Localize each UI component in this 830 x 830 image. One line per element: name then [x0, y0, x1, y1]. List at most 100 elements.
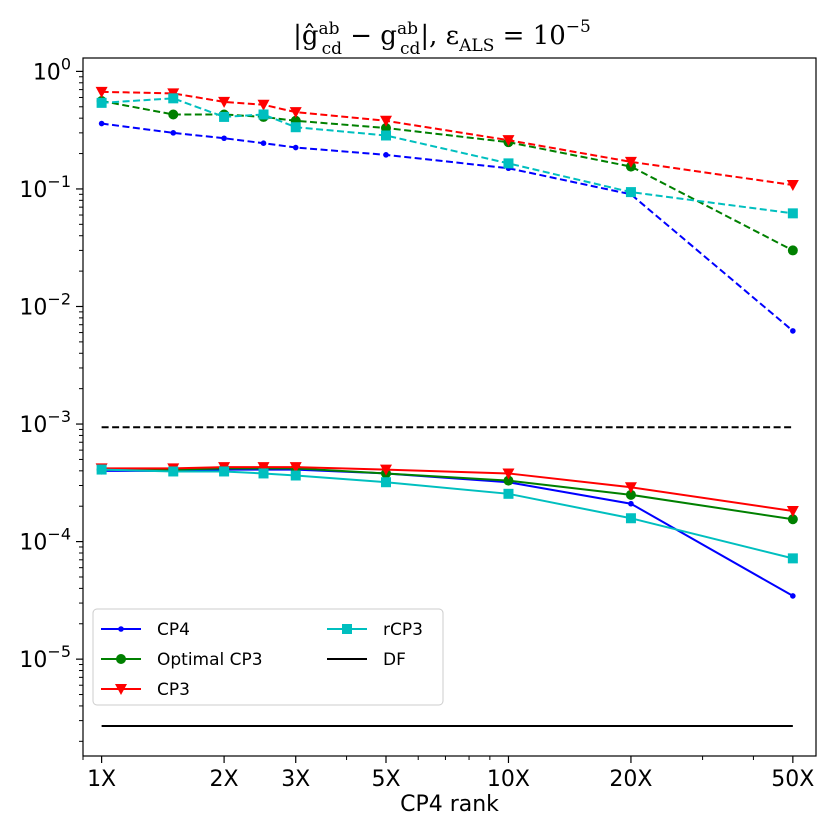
legend-box	[92, 608, 444, 706]
x-tick-label: 1X	[87, 767, 116, 792]
data-point	[624, 482, 637, 494]
data-point	[260, 140, 267, 146]
data-point	[502, 135, 515, 147]
data-point	[628, 500, 634, 507]
x-tick-label: 2X	[210, 767, 239, 792]
legend-label: rCP3	[383, 620, 423, 640]
data-point	[290, 122, 301, 133]
x-tick-label: 50X	[771, 767, 814, 792]
data-point	[625, 187, 636, 198]
axes-frame	[82, 57, 817, 757]
data-point	[257, 99, 270, 111]
y-tick-exponent: −4	[47, 525, 71, 544]
y-tick-label: 10−5	[19, 642, 71, 673]
y-tick-exponent: −1	[47, 172, 71, 191]
data-point	[170, 130, 177, 136]
legend-entry: CP3	[101, 680, 190, 700]
y-tick-exponent: −5	[47, 642, 71, 661]
data-point	[380, 477, 391, 488]
y-tick-label: 10−3	[19, 407, 71, 438]
title-eps-sub: ALS	[458, 36, 494, 56]
legend-label: CP3	[157, 680, 190, 700]
legend: CP4 Optimal CP3 CP3 rCP3 DF	[92, 608, 444, 706]
y-tick-label: 10−4	[19, 525, 71, 556]
legend-label: DF	[383, 650, 406, 670]
data-point	[787, 514, 798, 525]
series-line	[101, 90, 793, 187]
y-tick-label: 10−2	[19, 289, 71, 320]
data-point	[379, 464, 392, 476]
legend-entry: DF	[327, 650, 406, 670]
data-point	[219, 111, 230, 122]
x-tick-label: 5X	[371, 767, 400, 792]
series-line	[101, 122, 794, 332]
legend-entry: rCP3	[327, 620, 423, 640]
series-line	[101, 468, 794, 560]
plot-area	[95, 86, 799, 727]
title-eps: |, ε	[420, 21, 459, 51]
title-minus: − g	[342, 21, 397, 51]
legend-label: Optimal CP3	[157, 650, 263, 670]
data-point	[218, 96, 231, 108]
y-tick-exponent: −2	[47, 289, 71, 308]
title-g-hat: |ĝ	[293, 21, 318, 51]
title-sup-1: ab	[319, 19, 340, 39]
legend-entry: CP4	[101, 620, 190, 640]
series-rcp3-upper	[96, 93, 798, 219]
data-point	[379, 115, 392, 127]
data-point	[380, 130, 391, 141]
legend-marker	[118, 626, 124, 632]
data-point	[98, 120, 105, 127]
y-tick-base: 10	[19, 531, 47, 556]
y-tick-base: 10	[33, 60, 61, 85]
data-point	[502, 468, 515, 480]
data-point	[96, 464, 107, 475]
legend-label: CP4	[157, 620, 190, 640]
legend-marker	[115, 684, 127, 695]
y-tick-base: 10	[19, 413, 47, 438]
data-point	[289, 107, 302, 119]
data-point	[258, 468, 269, 479]
data-point	[219, 466, 230, 477]
series-cp3-upper	[95, 86, 799, 192]
series-rcp3-lower	[96, 464, 798, 564]
data-point	[168, 109, 179, 120]
data-point	[168, 93, 179, 104]
series-cp4-upper	[98, 120, 796, 334]
data-point	[787, 208, 798, 219]
data-point	[290, 470, 301, 481]
data-point	[787, 553, 798, 564]
legend-marker	[116, 654, 126, 664]
data-point	[96, 97, 107, 108]
legend-marker	[342, 624, 352, 634]
data-point	[95, 86, 108, 98]
x-tick-label: 10X	[487, 767, 530, 792]
data-point	[383, 152, 389, 158]
data-point	[221, 135, 227, 142]
title-sub-2: cd	[400, 39, 421, 59]
x-axis: 1X 2X 3X 5X 10X 20X 50X	[82, 756, 814, 792]
legend-entry: Optimal CP3	[101, 650, 263, 670]
data-point	[503, 158, 514, 169]
data-point	[503, 488, 514, 499]
data-point	[790, 593, 796, 599]
series-line	[101, 100, 794, 252]
y-tick-base: 10	[19, 295, 47, 320]
y-tick-base: 10	[19, 178, 47, 203]
data-point	[787, 245, 798, 256]
data-point	[786, 180, 799, 192]
y-tick-base: 10	[19, 648, 47, 673]
title-exp: −5	[566, 17, 591, 37]
series-line	[101, 467, 793, 521]
y-tick-label: 10−1	[19, 172, 71, 203]
data-point	[625, 489, 636, 500]
x-tick-label: 3X	[281, 767, 310, 792]
data-point	[168, 466, 179, 477]
title-sup-2: ab	[397, 19, 418, 39]
title-eq: = 10	[494, 21, 565, 51]
y-tick-exponent: 0	[61, 54, 71, 73]
x-axis-label: CP4 rank	[400, 792, 499, 817]
